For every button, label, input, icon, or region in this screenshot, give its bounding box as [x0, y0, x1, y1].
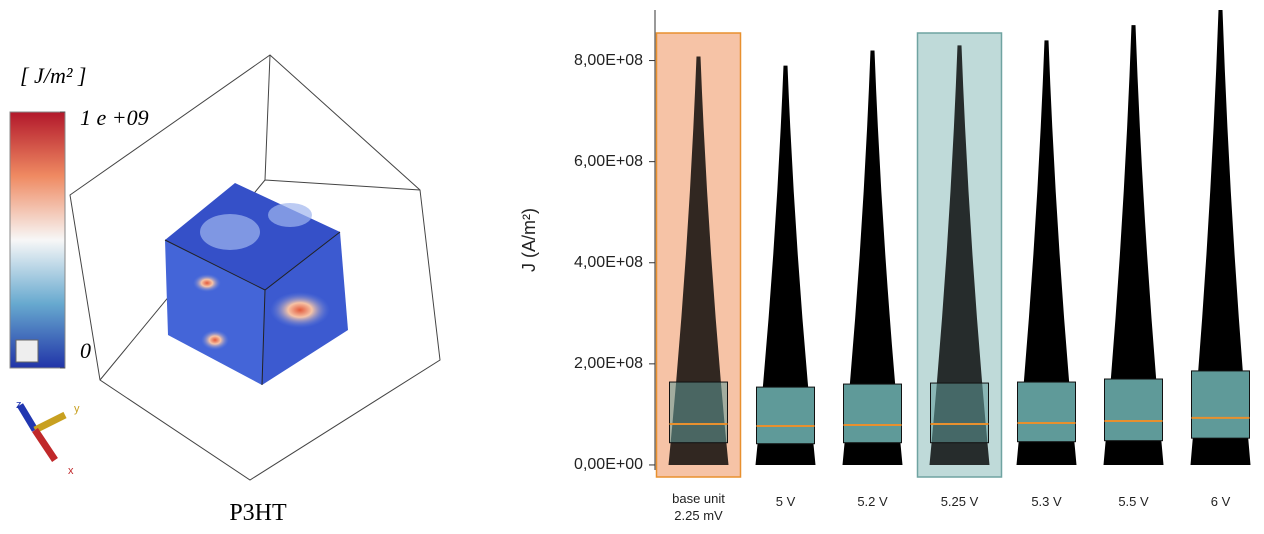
- reset-icon: [16, 340, 38, 362]
- box: [757, 387, 815, 444]
- x-tick-label: 5.5 V: [1099, 493, 1169, 510]
- y-tick-label: 8,00E+08: [574, 52, 643, 69]
- axis-triad: [20, 405, 65, 460]
- box: [1192, 371, 1250, 438]
- y-tick-label: 0,00E+00: [574, 456, 643, 473]
- caption: P3HT: [229, 500, 287, 526]
- x-tick-label: 5.3 V: [1012, 493, 1082, 510]
- colorbar: [10, 112, 65, 368]
- box: [1105, 379, 1163, 441]
- box: [670, 382, 728, 443]
- y-tick-label: 6,00E+08: [574, 153, 643, 170]
- box: [931, 383, 989, 443]
- colorbar-title: [ J/m² ]: [20, 63, 86, 88]
- axis-label: z: [16, 399, 22, 411]
- y-axis-label: J (A/m²): [519, 208, 539, 272]
- x-tick-label: 5.2 V: [838, 493, 908, 510]
- x-tick-label: 5.25 V: [925, 493, 995, 510]
- x-tick-label: 6 V: [1186, 493, 1256, 510]
- colorbar-tick-label: 0: [80, 338, 91, 363]
- cube: [165, 183, 348, 385]
- x-tick-label: 5 V: [751, 493, 821, 510]
- figure: [ J/m² ] P3HT 1 e +09 0 z y x 0,00E+00 2,00E+08 4…: [0, 0, 1264, 534]
- x-tick-label: base unit 2.25 mV: [668, 490, 730, 524]
- chart: [ J/m² ] P3HT 1 e +09 0 z y x 0,00E+00 2,00E+08 4…: [0, 0, 1264, 534]
- axis-label: y: [74, 403, 80, 415]
- axis-label: x: [68, 465, 74, 477]
- colorbar-tick-label: 1 e +09: [80, 105, 149, 130]
- box: [844, 384, 902, 443]
- y-tick-label: 2,00E+08: [574, 355, 643, 372]
- box: [1018, 382, 1076, 442]
- y-tick-label: 4,00E+08: [574, 254, 643, 271]
